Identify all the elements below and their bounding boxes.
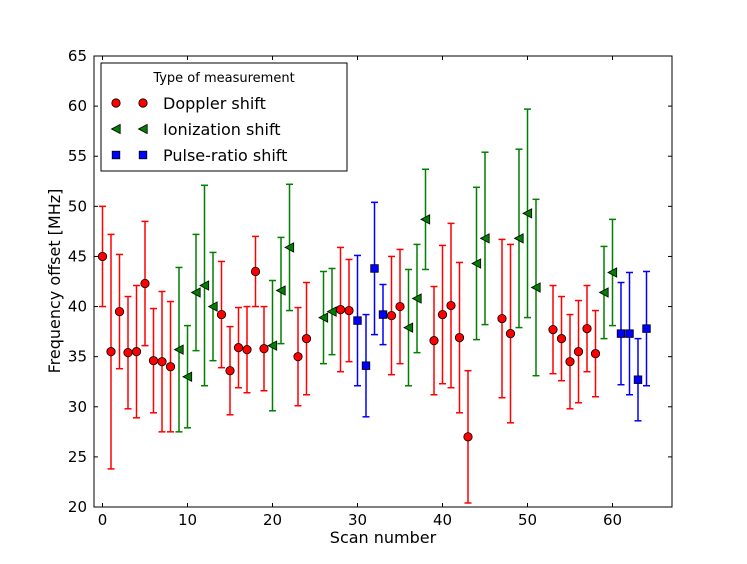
legend-label-doppler-shift: Doppler shift <box>163 94 266 113</box>
x-tick-label: 20 <box>263 511 282 529</box>
pulse-ratio-shift-point <box>642 324 651 333</box>
pulse-ratio-shift-point <box>361 361 371 370</box>
doppler-shift-point <box>123 348 133 358</box>
doppler-shift-point <box>114 306 125 317</box>
doppler-shift-point <box>250 266 261 277</box>
doppler-shift-point <box>148 356 159 366</box>
doppler-shift-point <box>429 336 439 346</box>
doppler-shift-point <box>395 301 405 312</box>
legend-label-pulse-ratio-shift: Pulse-ratio shift <box>163 146 287 165</box>
ionization-shift-point <box>598 287 609 298</box>
ionization-shift-point <box>607 267 618 278</box>
x-tick-label: 60 <box>603 511 622 529</box>
pulse-ratio-shift-point <box>353 316 362 325</box>
legend-entries: Doppler shift Ionization shift Pulse-ratio… <box>110 94 287 165</box>
ionization-shift-point <box>173 344 184 355</box>
plot-frame <box>93 55 673 508</box>
x-tick-label: 10 <box>178 511 197 529</box>
y-tick-label: 40 <box>68 298 87 316</box>
legend-marker-doppler-shift <box>138 98 148 108</box>
ionization-shift-point <box>420 214 431 225</box>
doppler-shift-point <box>582 324 592 334</box>
pulse-ratio-shift-point <box>625 329 634 338</box>
ionization-shift-point <box>326 306 337 317</box>
legend-label-ionization-shift: Ionization shift <box>163 120 281 139</box>
legend-marker-ionization-shift <box>110 123 121 135</box>
legend: Type of measurement Doppler shift Ionizat… <box>100 62 348 172</box>
pulse-ratio-shift-point <box>378 310 388 319</box>
doppler-shift-point <box>165 362 176 372</box>
y-tick-label: 60 <box>68 97 87 115</box>
doppler-shift-point <box>233 343 244 353</box>
ionization-shift-point <box>522 208 533 219</box>
ionization-shift-point <box>284 242 295 253</box>
doppler-shift-point <box>97 251 108 262</box>
doppler-shift-point <box>505 329 516 339</box>
doppler-shift-point <box>335 304 346 315</box>
ionization-shift-point <box>182 371 193 382</box>
doppler-shift-point <box>446 300 456 311</box>
doppler-shift-point <box>106 347 116 357</box>
x-tick-label: 40 <box>433 511 452 529</box>
ionization-shift-point <box>403 322 414 333</box>
legend-marker-pulse-ratio-shift <box>111 150 121 160</box>
doppler-shift-point <box>548 325 558 335</box>
x-tick-label: 50 <box>518 511 537 529</box>
legend-marker-pulse-ratio-shift <box>138 150 148 160</box>
y-axis-ticks: 20 25 30 35 40 45 50 55 60 65 <box>68 47 672 516</box>
y-tick-label: 45 <box>68 247 87 265</box>
y-tick-label: 20 <box>68 498 87 516</box>
y-tick-label: 35 <box>68 348 87 366</box>
doppler-shift-point <box>463 432 473 442</box>
doppler-shift-point <box>301 334 312 344</box>
doppler-shift-point <box>344 305 354 316</box>
ionization-shift-point <box>471 258 482 269</box>
ionization-shift-point <box>275 285 286 296</box>
doppler-shift-point <box>140 278 150 289</box>
pulse-ratio-shift-point <box>370 264 379 273</box>
ionization-shift-point <box>207 301 218 312</box>
y-tick-label: 50 <box>68 197 87 215</box>
ionization-shift-point <box>190 287 201 298</box>
doppler-shift-point <box>293 352 303 362</box>
doppler-shift-point <box>573 347 584 357</box>
legend-marker-doppler-shift <box>111 98 121 108</box>
legend-marker-ionization-shift <box>137 123 148 135</box>
ionization-shift-point <box>267 340 278 351</box>
y-tick-label: 30 <box>68 398 87 416</box>
doppler-shift-point <box>259 344 269 354</box>
y-tick-label: 65 <box>68 47 87 65</box>
pulse-ratio-shift-point <box>616 329 626 338</box>
doppler-shift-point <box>590 349 601 359</box>
doppler-shift-point <box>497 313 507 324</box>
ionization-shift-point <box>318 312 329 323</box>
doppler-shift-point <box>225 366 235 376</box>
ionization-shift-point <box>411 293 422 304</box>
y-tick-label: 55 <box>68 147 87 165</box>
ionization-shift-point <box>530 282 541 293</box>
ionization-shift-point <box>479 233 490 244</box>
doppler-shift-point <box>157 357 167 367</box>
doppler-shift-point <box>454 333 465 343</box>
x-tick-label: 0 <box>98 511 108 529</box>
x-axis-label: Scan number <box>330 528 437 547</box>
x-axis-ticks: 0 10 20 30 40 50 60 <box>98 56 622 529</box>
doppler-shift-point <box>556 334 567 344</box>
doppler-shift-point <box>216 309 227 320</box>
ionization-shift-point <box>199 280 210 291</box>
y-axis-label: Frequency offset [MHz] <box>45 189 64 374</box>
doppler-shift-point <box>565 357 575 367</box>
markers-layer <box>97 208 651 442</box>
ionization-shift-point <box>513 233 524 244</box>
x-tick-label: 30 <box>348 511 367 529</box>
doppler-shift-point <box>242 345 252 355</box>
doppler-shift-point <box>386 310 397 321</box>
legend-title: Type of measurement <box>152 71 294 86</box>
doppler-shift-point <box>131 347 142 357</box>
doppler-shift-point <box>437 309 448 320</box>
y-tick-label: 25 <box>68 448 87 466</box>
pulse-ratio-shift-point <box>633 375 643 384</box>
